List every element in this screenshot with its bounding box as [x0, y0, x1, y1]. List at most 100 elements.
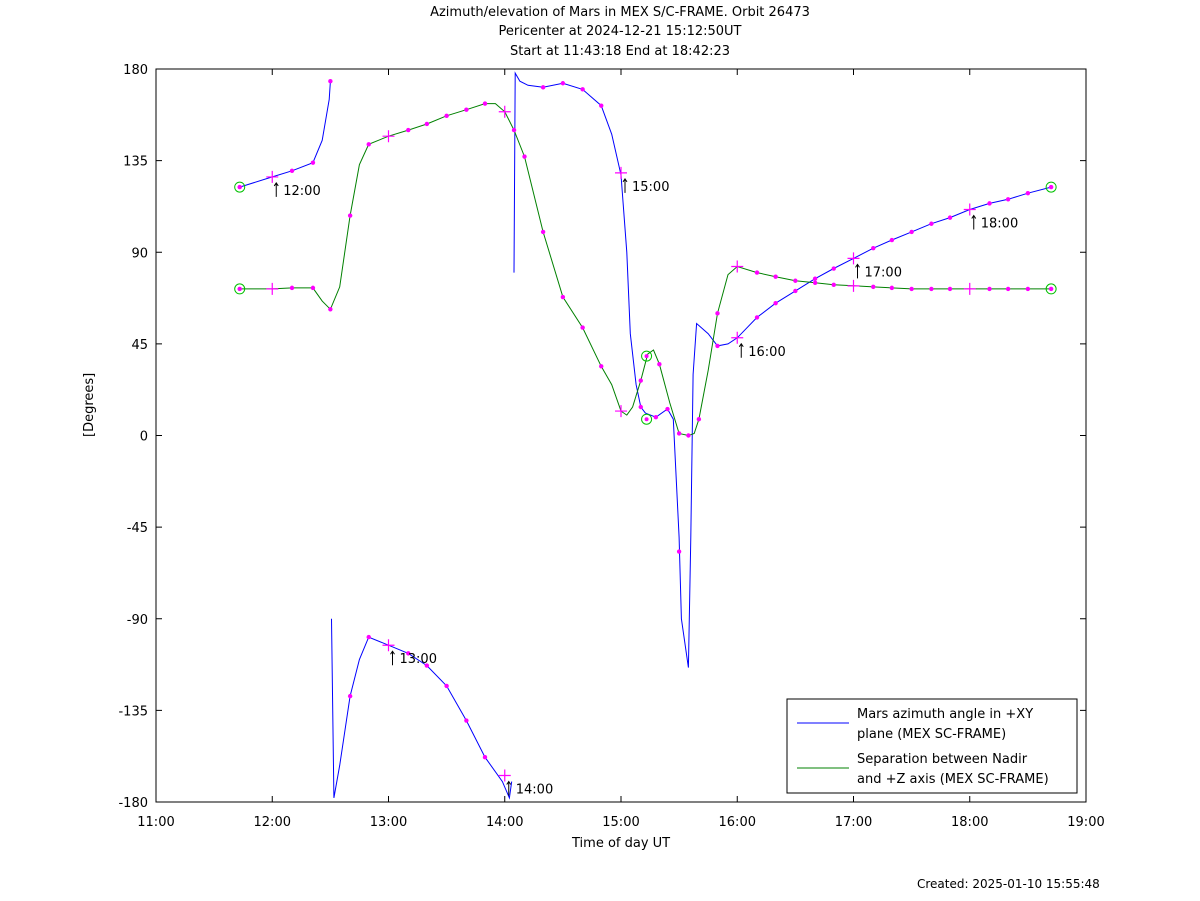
legend-entry-label: Separation between Nadir [857, 752, 1028, 767]
data-point-marker [947, 215, 953, 220]
data-point-marker [310, 160, 316, 165]
data-point-marker [482, 755, 488, 760]
x-tick-label: 15:00 [602, 815, 639, 830]
data-point-marker [929, 221, 934, 226]
x-tick-label: 11:00 [137, 815, 174, 830]
endpoint-circle-marker [234, 283, 246, 295]
data-point-marker [657, 362, 662, 367]
x-tick-label: 18:00 [951, 815, 988, 830]
x-tick-label: 14:00 [486, 815, 523, 830]
time-annotation-label: 17:00 [865, 265, 902, 280]
data-point-marker [773, 300, 778, 306]
y-tick-label: -90 [127, 613, 148, 628]
data-point-marker [482, 101, 488, 106]
data-point-marker [289, 168, 295, 174]
legend-entry-label: Mars azimuth angle in +XY [857, 707, 1033, 722]
data-point-marker [871, 245, 876, 251]
chart-title-line-2: Pericenter at 2024-12-21 15:12:50UT [498, 24, 742, 39]
time-annotation-label: 16:00 [748, 345, 785, 360]
x-tick-label: 16:00 [719, 815, 756, 830]
time-annotation-label: 15:00 [632, 180, 669, 195]
azimuth-line [513, 71, 1052, 668]
data-point-marker [676, 549, 682, 554]
endpoint-dot-marker [237, 185, 242, 190]
data-point-marker [665, 406, 670, 412]
time-annotation-label: 14:00 [516, 783, 553, 798]
hour-cross-marker [731, 331, 744, 344]
created-timestamp: Created: 2025-01-10 15:55:48 [917, 877, 1100, 891]
data-point-marker [406, 651, 411, 656]
endpoint-circle-marker [641, 413, 653, 425]
data-point-marker [289, 285, 295, 291]
data-point-marker [889, 237, 895, 243]
azimuth-line [331, 618, 513, 800]
endpoint-dot-marker [644, 354, 649, 359]
y-tick-label: -180 [118, 796, 148, 811]
data-point-marker [511, 127, 517, 133]
legend-box [786, 698, 1078, 794]
data-point-marker [580, 87, 585, 92]
data-point-marker [424, 663, 430, 668]
endpoint-dot-marker [1049, 185, 1054, 190]
data-point-marker [793, 288, 798, 294]
hour-cross-marker [498, 769, 511, 782]
endpoint-circle-marker [1045, 283, 1057, 295]
x-tick-label: 13:00 [370, 815, 407, 830]
y-tick-label: -45 [127, 521, 148, 536]
data-point-marker [1005, 286, 1011, 292]
time-annotation-arrow [738, 342, 744, 358]
hour-cross-marker [847, 252, 860, 265]
hour-cross-marker [615, 405, 627, 418]
annotation-layer: 12:00 13:00 14:00 15:00 16:00 17:00 18:00 [273, 177, 1018, 798]
data-point-marker [909, 286, 914, 292]
data-point-marker [444, 113, 449, 119]
data-point-marker [793, 278, 798, 283]
hour-cross-marker [847, 279, 860, 292]
endpoint-circle-marker [641, 350, 653, 362]
data-point-marker [424, 121, 430, 127]
y-tick-label: 135 [123, 155, 148, 170]
data-point-marker [696, 417, 702, 422]
legend-entry-label: and +Z axis (MEX SC-FRAME) [857, 772, 1049, 787]
data-point-marker [929, 286, 934, 292]
x-axis-label: Time of day UT [572, 836, 671, 851]
data-point-marker [889, 285, 895, 291]
data-point-marker [522, 154, 527, 159]
time-annotation-arrow [855, 263, 860, 279]
data-point-marker [310, 285, 316, 291]
data-point-marker [540, 229, 546, 235]
y-tick-label: -135 [118, 704, 148, 719]
data-point-marker [653, 414, 659, 420]
azimuth-line [239, 81, 331, 188]
data-point-marker [444, 683, 449, 689]
legend: Mars azimuth angle in +XY plane (MEX SC-F… [786, 698, 1078, 794]
plot-area: 11:00 12:00 13:00 14:00 15:00 16:00 17:00 18:00… [118, 63, 1104, 830]
data-point-marker [347, 213, 353, 218]
hour-cross-marker [266, 170, 279, 183]
y-tick-label: 90 [131, 246, 148, 261]
separation-line [239, 103, 1052, 437]
data-point-marker [328, 307, 333, 312]
hour-cross-marker [382, 639, 395, 652]
data-point-marker [812, 276, 818, 281]
data-point-marker [831, 282, 836, 288]
time-annotation-label: 13:00 [400, 652, 437, 667]
time-annotation-label: 12:00 [283, 184, 320, 199]
endpoint-circle-marker [234, 181, 246, 193]
data-point-marker [638, 404, 643, 410]
data-point-marker [715, 343, 720, 349]
data-point-marker [676, 431, 682, 436]
data-point-marker [947, 286, 953, 292]
data-point-marker [1005, 197, 1011, 202]
hour-cross-marker [382, 130, 395, 143]
time-annotation-arrow [622, 177, 628, 193]
data-point-marker [560, 294, 566, 300]
hour-cross-marker [731, 260, 744, 273]
time-annotation-arrow [506, 780, 512, 796]
data-point-marker [831, 266, 836, 271]
x-tick-label: 17:00 [835, 815, 872, 830]
chart-title-line-1: Azimuth/elevation of Mars in MEX S/C-FRA… [430, 5, 810, 20]
data-point-marker [540, 85, 546, 90]
data-point-marker [812, 280, 818, 285]
